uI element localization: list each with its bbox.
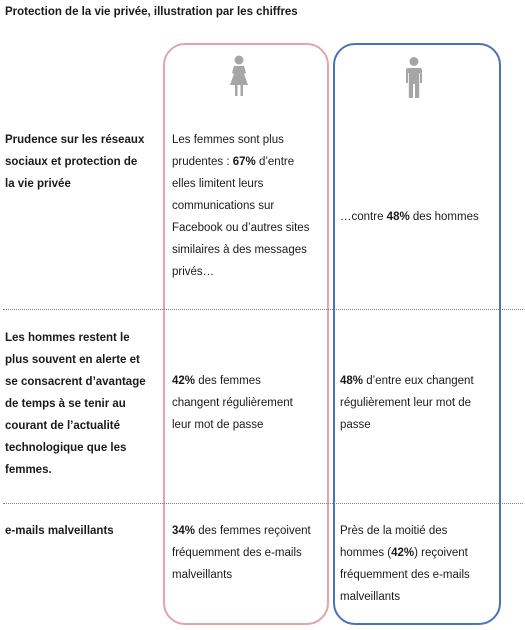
man-icon xyxy=(406,57,422,98)
men-stat-privacy: …contre 48% des hommes xyxy=(340,211,479,223)
row-label-alert: Les hommes restent le plus souvent en al… xyxy=(5,332,146,476)
page-title: Protection de la vie privée, illustratio… xyxy=(5,6,298,18)
men-stat-password: 48% d’entre eux changent régulièrement l… xyxy=(340,375,474,431)
women-stat-emails: 34% des femmes reçoivent fréquemment des… xyxy=(172,525,311,581)
row-separator xyxy=(3,503,523,504)
men-stat-emails: Près de la moitié des hommes (42%) reçoi… xyxy=(340,525,470,603)
row-label-emails: e-mails malveillants xyxy=(5,525,114,537)
row-label-privacy: Prudence sur les réseaux sociaux et prot… xyxy=(5,134,145,190)
women-stat-privacy: Les femmes sont plus prudentes : 67% d’e… xyxy=(172,134,310,278)
row-separator xyxy=(3,309,523,310)
women-column-frame xyxy=(163,43,329,625)
women-stat-password: 42% des femmes changent régulièrement le… xyxy=(172,375,293,431)
men-column-frame xyxy=(333,43,501,625)
woman-icon xyxy=(230,55,248,96)
